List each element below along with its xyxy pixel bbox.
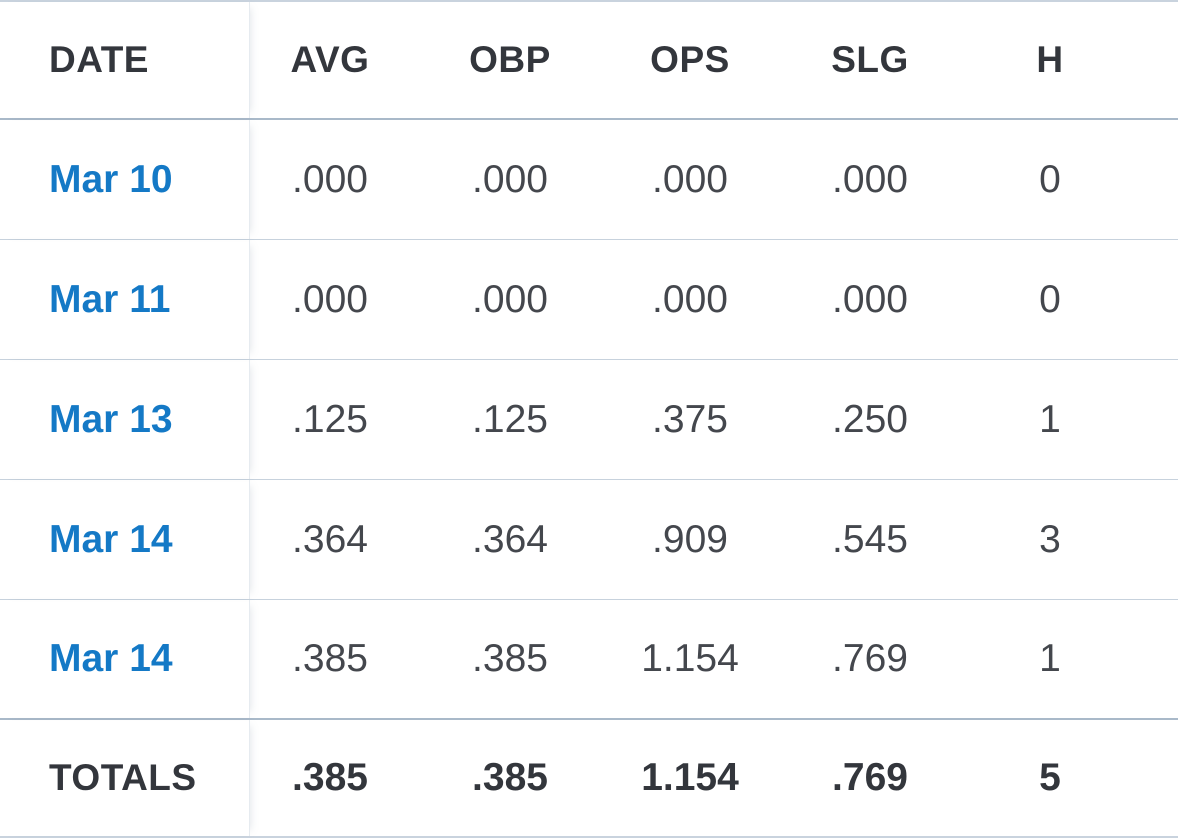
hits-value: 1 [1039,397,1061,441]
hits-value: 0 [1039,157,1061,201]
obp-value: .000 [472,277,548,321]
game-date-link[interactable]: Mar 14 [0,600,250,718]
totals-hits-value: 5 [1039,756,1061,799]
hits-value: 1 [1039,637,1061,680]
ops-value: 1.154 [641,637,739,680]
column-header-ops[interactable]: OPS [650,39,730,80]
column-header-date[interactable]: DATE [0,2,250,118]
column-header-h[interactable]: H [1036,39,1064,80]
avg-value: .000 [292,277,368,321]
ops-value: .000 [652,277,728,321]
ops-value: .375 [652,397,728,441]
avg-value: .385 [292,637,368,680]
totals-obp-value: .385 [472,756,548,799]
avg-value: .125 [292,397,368,441]
table-header-row: DATE AVG OBP OPS SLG H [0,2,1178,120]
totals-avg-value: .385 [292,756,368,799]
game-date-link[interactable]: Mar 10 [0,120,250,239]
hits-value: 3 [1039,517,1061,561]
table-row: Mar 14 .385 .385 1.154 .769 1 [0,600,1178,720]
table-row: Mar 11 .000 .000 .000 .000 0 [0,240,1178,360]
obp-value: .364 [472,517,548,561]
game-date-link[interactable]: Mar 11 [0,240,250,359]
hits-value: 0 [1039,277,1061,321]
avg-value: .000 [292,157,368,201]
totals-slg-value: .769 [832,756,908,799]
obp-value: .385 [472,637,548,680]
slg-value: .000 [832,277,908,321]
column-header-avg[interactable]: AVG [290,39,370,80]
table-row: Mar 10 .000 .000 .000 .000 0 [0,120,1178,240]
game-date-link[interactable]: Mar 14 [0,480,250,599]
column-header-slg[interactable]: SLG [831,39,909,80]
slg-value: .000 [832,157,908,201]
totals-row: TOTALS .385 .385 1.154 .769 5 [0,720,1178,838]
slg-value: .769 [832,637,908,680]
slg-value: .545 [832,517,908,561]
totals-ops-value: 1.154 [641,756,739,799]
obp-value: .125 [472,397,548,441]
table-row: Mar 13 .125 .125 .375 .250 1 [0,360,1178,480]
avg-value: .364 [292,517,368,561]
obp-value: .000 [472,157,548,201]
column-header-obp[interactable]: OBP [469,39,551,80]
totals-label: TOTALS [0,720,250,836]
slg-value: .250 [832,397,908,441]
ops-value: .000 [652,157,728,201]
game-date-link[interactable]: Mar 13 [0,360,250,479]
ops-value: .909 [652,517,728,561]
table-row: Mar 14 .364 .364 .909 .545 3 [0,480,1178,600]
